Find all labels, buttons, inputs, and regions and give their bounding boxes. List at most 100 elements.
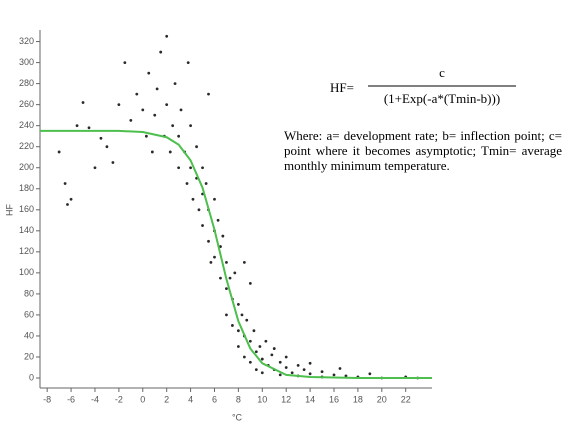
point xyxy=(135,92,139,96)
point xyxy=(228,276,232,280)
y-tick-label: 240 xyxy=(19,120,34,130)
point xyxy=(159,50,163,54)
point xyxy=(123,61,127,64)
point xyxy=(236,329,240,333)
point xyxy=(254,350,258,354)
point xyxy=(236,345,240,348)
point xyxy=(189,124,192,128)
point xyxy=(231,324,234,327)
y-tick-label: 100 xyxy=(19,267,34,277)
x-axis-label: °C xyxy=(232,412,243,422)
point xyxy=(204,182,208,185)
point xyxy=(248,281,252,285)
point xyxy=(209,260,213,264)
point xyxy=(173,82,177,86)
point xyxy=(57,150,61,154)
point xyxy=(144,134,148,138)
point xyxy=(168,150,172,154)
point xyxy=(308,372,312,376)
point xyxy=(63,182,67,185)
point xyxy=(191,197,195,201)
point xyxy=(258,345,262,348)
x-tick-label: 12 xyxy=(281,394,291,404)
y-tick-label: 300 xyxy=(19,57,34,67)
y-tick-label: 60 xyxy=(24,309,34,319)
point xyxy=(296,363,300,367)
x-tick-label: -8 xyxy=(43,394,51,404)
point xyxy=(252,329,256,333)
point xyxy=(111,161,115,164)
point xyxy=(248,339,252,343)
point xyxy=(225,260,228,264)
point xyxy=(272,347,276,350)
formula-lhs: HF= xyxy=(330,80,354,95)
point xyxy=(332,373,336,377)
x-tick-label: 18 xyxy=(353,394,363,404)
y-tick-label: 280 xyxy=(19,78,34,88)
x-tick-label: -6 xyxy=(67,394,75,404)
x-tick-label: 8 xyxy=(236,394,241,404)
point xyxy=(284,366,288,369)
point xyxy=(185,182,189,185)
x-tick-label: 22 xyxy=(401,394,411,404)
point xyxy=(207,239,210,243)
formula-note: Where: a= development rate; b= inflectio… xyxy=(284,128,562,173)
point xyxy=(242,355,246,359)
point xyxy=(81,101,85,104)
y-tick-label: 200 xyxy=(19,162,34,172)
point xyxy=(320,370,324,374)
x-tick-label: -4 xyxy=(91,394,99,404)
y-tick-label: 160 xyxy=(19,204,34,214)
formula-numerator: c xyxy=(439,65,445,80)
x-tick-label: 6 xyxy=(212,394,217,404)
point xyxy=(344,374,348,378)
point xyxy=(260,357,264,361)
point xyxy=(221,234,225,238)
point xyxy=(264,339,268,343)
point xyxy=(141,108,145,112)
y-tick-label: 120 xyxy=(19,246,34,256)
point xyxy=(93,166,97,170)
point xyxy=(179,108,183,112)
y-tick-label: 40 xyxy=(24,330,34,340)
y-tick-label: 140 xyxy=(19,225,34,235)
point xyxy=(236,303,240,306)
point xyxy=(150,150,154,154)
point xyxy=(201,166,204,170)
point xyxy=(186,61,190,64)
point xyxy=(117,103,121,107)
point xyxy=(177,134,181,138)
y-tick-label: 80 xyxy=(24,288,34,298)
point xyxy=(216,218,220,222)
point xyxy=(368,372,372,376)
point xyxy=(270,353,274,357)
y-axis-label: HF xyxy=(4,204,14,216)
point xyxy=(338,367,342,370)
point xyxy=(171,124,175,128)
y-tick-label: 220 xyxy=(19,141,34,151)
point xyxy=(213,197,216,201)
point xyxy=(165,103,169,107)
point xyxy=(242,260,246,264)
point xyxy=(278,360,282,364)
point xyxy=(87,126,91,130)
point xyxy=(207,92,210,96)
point xyxy=(290,371,294,375)
formula-denominator: (1+Exp(-a*(Tmin-b))) xyxy=(384,91,500,106)
point xyxy=(201,224,204,227)
x-tick-label: 14 xyxy=(305,394,315,404)
point xyxy=(189,166,192,170)
fit-curve xyxy=(40,129,432,380)
x-tick-label: 4 xyxy=(188,394,193,404)
point xyxy=(219,276,222,280)
x-tick-label: 0 xyxy=(140,394,145,404)
point xyxy=(308,361,312,365)
y-tick-label: 260 xyxy=(19,99,34,109)
y-tick-label: 180 xyxy=(19,183,34,193)
x-tick-label: 20 xyxy=(377,394,387,404)
x-tick-label: 16 xyxy=(329,394,339,404)
x-tick-label: -2 xyxy=(115,394,123,404)
point xyxy=(177,166,181,170)
